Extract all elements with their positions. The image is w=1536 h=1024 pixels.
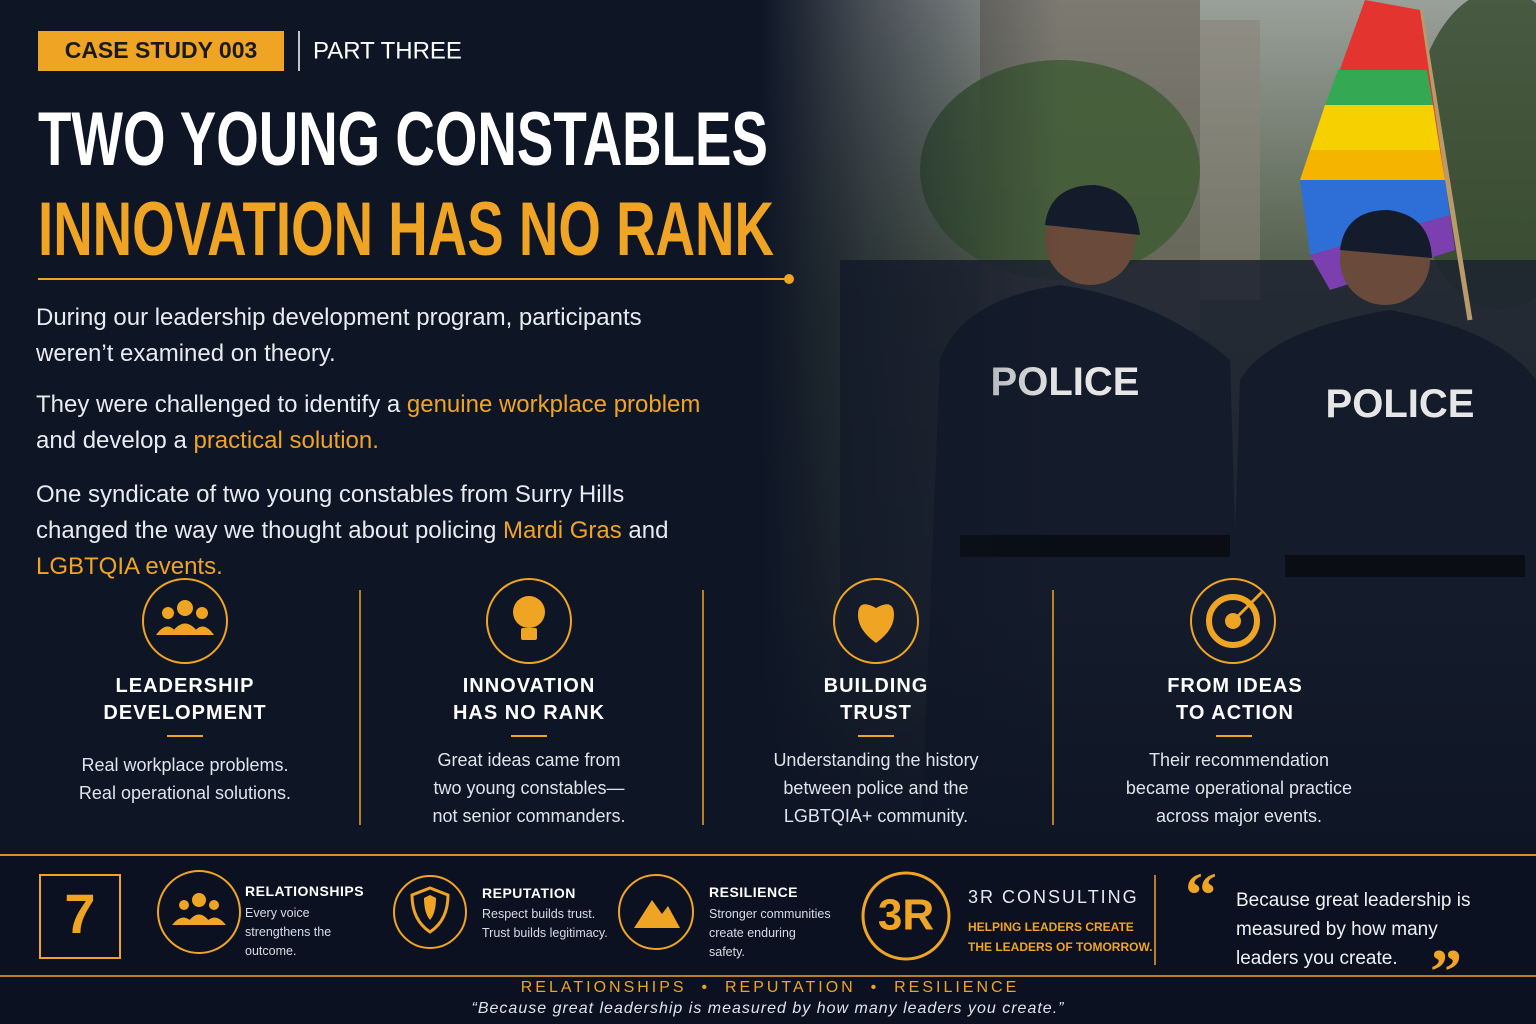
highlight-text: practical solution.	[193, 427, 379, 454]
uniform-label: POLICE	[1326, 382, 1475, 426]
body-text: One syndicate of two young constables fr…	[36, 481, 625, 544]
tagline: HELPING LEADERS CREATE THE LEADERS OF TOM…	[968, 920, 1153, 954]
quote: Because great leadership is measured by h…	[1236, 890, 1471, 969]
photo: POLICE POLICE	[760, 0, 1536, 860]
pillar-text: Stronger communities create enduring safet…	[709, 907, 831, 959]
pillar-text: Respect builds trust. Trust builds legiti…	[482, 907, 608, 940]
number: 7	[64, 882, 95, 945]
body-text: During our leadership development progra…	[36, 304, 642, 367]
badge: CASE STUDY 003	[65, 37, 258, 63]
logo: 3R	[878, 891, 934, 940]
feature-glyphs	[156, 590, 1264, 648]
strip-quote: “Because great leadership is measured by…	[471, 1000, 1065, 1017]
pillar-icons	[157, 870, 694, 954]
feature-title: LEADERSHIP DEVELOPMENT	[103, 675, 267, 724]
paragraph: During our leadership development progra…	[36, 300, 706, 372]
brand: 3R CONSULTING	[968, 887, 1139, 907]
feature-title: INNOVATION HAS NO RANK	[452, 675, 606, 724]
highlight-text: Mardi Gras	[503, 517, 622, 544]
highlight-text: LGBTQIA events.	[36, 553, 223, 580]
pillar-title: RELATIONSHIPS	[245, 883, 365, 899]
body-text: and develop a	[36, 427, 194, 454]
pillar-title: RESILIENCE	[709, 884, 799, 900]
highlight-text: genuine workplace problem	[406, 391, 701, 418]
feature-title: FROM IDEAS TO ACTION	[1167, 675, 1303, 724]
quote-open: “	[1185, 859, 1217, 930]
part-label: PART THREE	[313, 37, 462, 64]
feature-text: Real workplace problems. Real operational…	[78, 755, 292, 803]
feature-text: Great ideas came from two young constable…	[432, 750, 626, 826]
dividers	[359, 590, 1054, 825]
values-strip: RELATIONSHIPS • REPUTATION • RESILIENCE	[520, 979, 1020, 996]
quote-close: ”	[1430, 936, 1462, 1007]
feature-text: Their recommendation became operational p…	[1125, 750, 1353, 826]
paragraph: One syndicate of two young constables fr…	[36, 477, 706, 585]
feature-text: Understanding the history between police …	[773, 750, 979, 826]
pillar-text: Every voice strengthens the outcome.	[245, 906, 332, 958]
pillar-glyphs	[172, 893, 680, 928]
feature-title: BUILDING TRUST	[823, 675, 929, 724]
title: TWO YOUNG CONSTABLES	[38, 97, 768, 182]
body-text: They were challenged to identify a	[36, 391, 407, 418]
badge-bg	[38, 31, 284, 71]
paragraph: They were challenged to identify a genui…	[36, 387, 706, 459]
subtitle: INNOVATION HAS NO RANK	[38, 187, 774, 272]
pillar-title: REPUTATION	[482, 885, 576, 901]
feature-icons	[142, 578, 1276, 664]
body-text: and	[621, 517, 669, 544]
